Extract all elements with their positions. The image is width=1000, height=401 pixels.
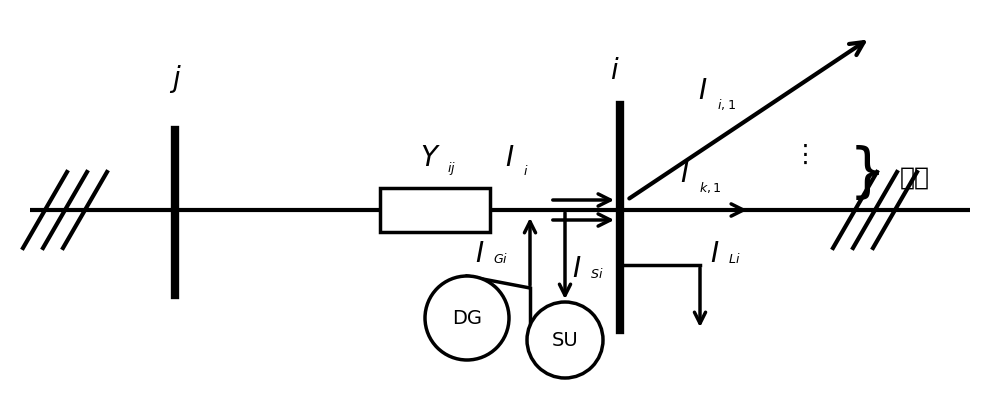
Circle shape [527,302,603,378]
Text: $\}$: $\}$ [848,142,880,201]
Bar [380,188,490,232]
Text: $_{i}$: $_{i}$ [523,160,529,178]
Text: $j$: $j$ [169,63,181,95]
Text: $_{k,1}$: $_{k,1}$ [699,177,722,195]
Text: $_{Li}$: $_{Li}$ [728,248,741,266]
Text: SU: SU [552,330,578,350]
Text: $\vdots$: $\vdots$ [792,143,808,167]
Text: DG: DG [452,308,482,328]
Text: $_{Si}$: $_{Si}$ [590,263,604,281]
Text: $i$: $i$ [610,57,620,85]
Text: $I$: $I$ [698,77,707,105]
Text: $_{ij}$: $_{ij}$ [447,160,456,178]
Text: $I$: $I$ [475,240,484,268]
Text: $_{Gi}$: $_{Gi}$ [493,248,508,266]
Text: $I$: $I$ [505,144,514,172]
Text: $I$: $I$ [680,160,689,188]
Text: $I$: $I$ [710,240,719,268]
Text: $I$: $I$ [572,255,581,283]
Circle shape [425,276,509,360]
Text: 出支: 出支 [900,166,930,190]
Text: $_{i,1}$: $_{i,1}$ [717,94,736,112]
Text: $Y$: $Y$ [420,144,441,172]
